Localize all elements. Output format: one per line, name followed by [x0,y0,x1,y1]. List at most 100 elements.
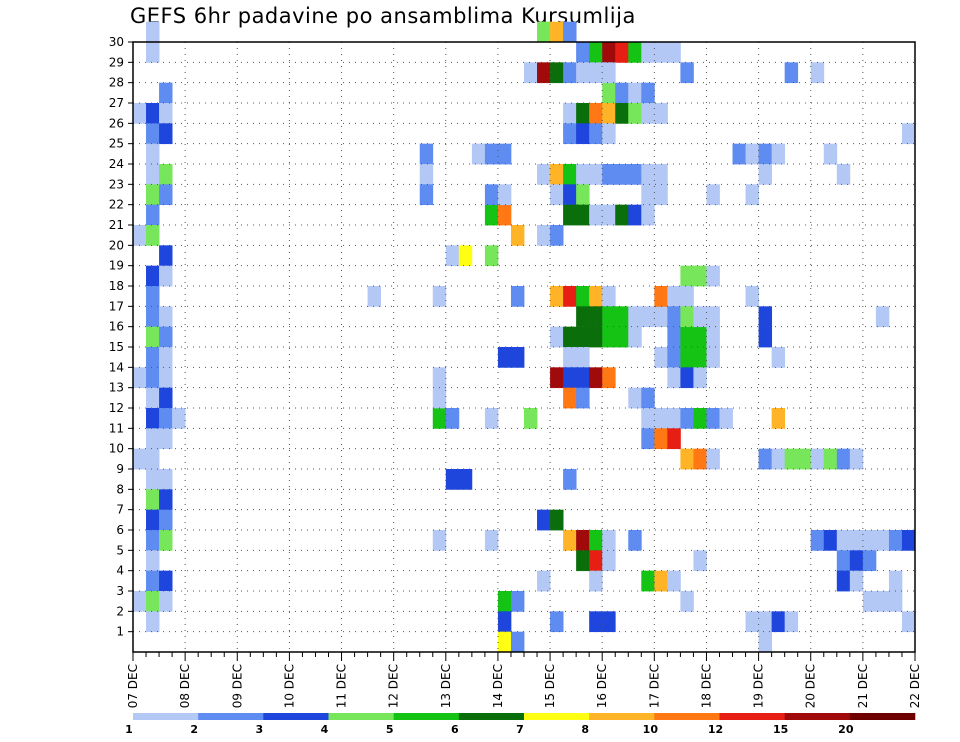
heatmap-cell [771,143,786,165]
y-tick-label: 9 [116,462,124,476]
heatmap-cell [133,103,147,124]
heatmap-cell [576,286,590,307]
y-tick-label: 1 [116,625,124,639]
heatmap-cell [771,448,786,470]
heatmap-cell [133,225,147,246]
legend-label: 8 [581,723,589,736]
legend-swatch [198,713,264,720]
y-tick-label: 18 [109,279,124,293]
heatmap-cell [484,184,499,206]
heatmap-cell [758,306,773,328]
y-tick-label: 17 [109,299,124,313]
heatmap-cell [445,469,460,490]
legend-label: 6 [451,723,459,736]
heatmap-cell [146,326,160,348]
heatmap-cell [146,428,160,450]
heatmap-cell [550,225,564,246]
heatmap-cell [771,408,786,429]
heatmap-cell [758,448,773,470]
legend-swatch [589,713,655,720]
heatmap-cell [680,408,694,429]
heatmap-cell [615,164,629,185]
y-tick-label: 27 [109,96,124,110]
heatmap-cell [510,347,525,368]
heatmap-cell [159,428,173,450]
heatmap-cell [133,448,147,470]
heatmap-cell [706,184,720,206]
heatmap-cell [758,143,773,165]
legend-label: 15 [773,723,788,736]
heatmap-cell [693,306,707,328]
y-tick-label: 19 [109,259,124,273]
heatmap-cell [602,530,616,551]
heatmap-cell [510,591,525,612]
heatmap-cells [133,21,916,653]
y-tick-label: 28 [109,76,124,90]
heatmap-cell [146,469,160,490]
heatmap-cell [563,326,577,348]
heatmap-cell [901,530,916,551]
heatmap-cell [654,184,668,206]
heatmap-cell [576,306,590,328]
heatmap-cell [589,570,603,592]
x-tick-label: 13 DEC [439,664,453,708]
heatmap-cell [146,164,160,185]
heatmap-cell [589,204,603,226]
heatmap-cell [159,347,173,368]
heatmap-cell [758,164,773,185]
heatmap-cell [628,42,642,63]
heatmap-cell [810,62,825,84]
heatmap-cell [146,143,160,165]
heatmap-cell [706,448,720,470]
legend-label: 3 [256,723,264,736]
heatmap-cell [706,347,720,368]
heatmap-cell [550,286,564,307]
heatmap-cell [667,408,681,429]
heatmap-cell [445,245,460,267]
heatmap-cell [706,265,720,287]
heatmap-cell [432,286,447,307]
y-tick-label: 20 [109,238,124,252]
heatmap-cell [563,387,577,409]
x-tick-label: 16 DEC [595,664,609,708]
heatmap-cell [484,204,499,226]
heatmap-cell [589,326,603,348]
heatmap-cell [563,286,577,307]
heatmap-cell [146,103,160,124]
y-tick-label: 8 [116,482,124,496]
heatmap-cell [693,326,707,348]
heatmap-cell [654,103,668,124]
heatmap-cell [680,347,694,368]
heatmap-cell [550,367,564,389]
heatmap-cell [745,611,759,633]
heatmap-cell [680,265,694,287]
heatmap-cell [563,530,577,551]
heatmap-cell [784,62,799,84]
heatmap-cell [680,62,694,84]
heatmap-cell [628,164,642,185]
y-tick-label: 14 [109,360,124,374]
heatmap-cell [576,367,590,389]
heatmap-cell [628,326,642,348]
x-tick-label: 15 DEC [543,664,557,708]
heatmap-cell [888,570,903,592]
y-tick-label: 10 [109,442,124,456]
heatmap-cell [146,204,160,226]
heatmap-cell [563,367,577,389]
heatmap-cell [680,591,694,612]
legend-swatch [263,713,329,720]
heatmap-cell [146,509,160,531]
heatmap-cell [497,591,512,612]
heatmap-cell [602,611,616,633]
heatmap-cell [510,225,525,246]
y-tick-label: 21 [109,218,124,232]
heatmap-cell [146,448,160,470]
heatmap-cell [432,367,447,389]
heatmap-cell [641,570,655,592]
heatmap-cell [159,123,173,145]
heatmap-cell [602,123,616,145]
heatmap-cell [654,570,668,592]
heatmap-cell [563,21,577,43]
heatmap-cell [445,408,460,429]
